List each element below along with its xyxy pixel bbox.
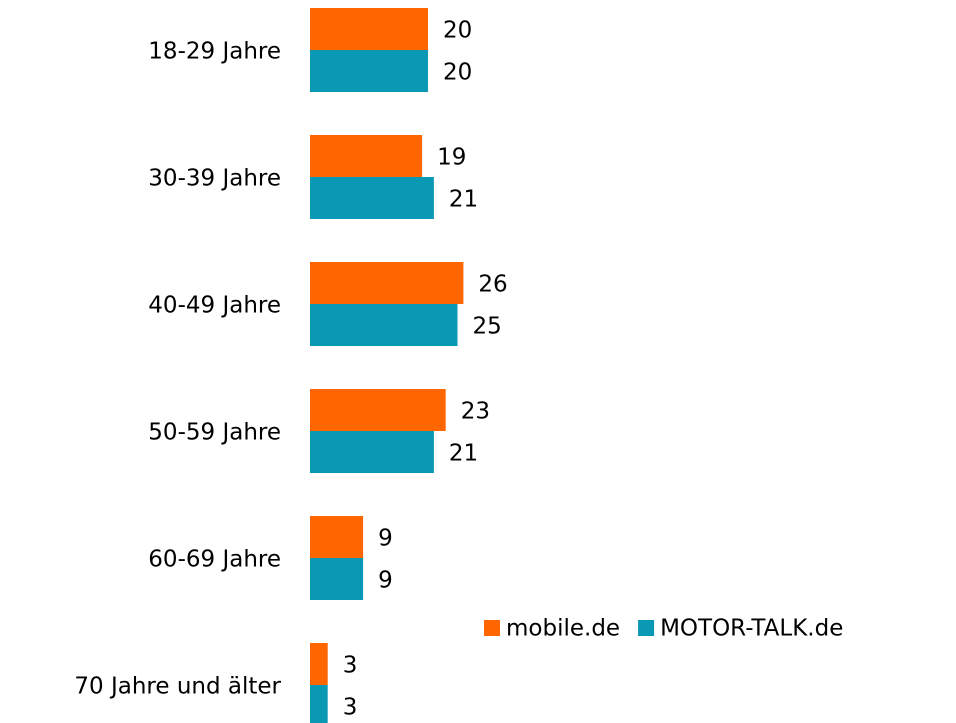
value-label: 3 — [343, 653, 358, 679]
bar — [310, 304, 458, 346]
category-label: 50-59 Jahre — [148, 420, 281, 446]
category-label: 70 Jahre und älter — [74, 674, 281, 700]
bar — [310, 558, 364, 600]
value-label: 20 — [443, 18, 472, 44]
legend-swatch — [484, 620, 500, 636]
legend-label: mobile.de — [506, 616, 620, 642]
value-label: 3 — [343, 695, 358, 721]
category-label: 18-29 Jahre — [148, 39, 281, 65]
bar — [310, 389, 446, 431]
bar — [310, 431, 434, 473]
value-label: 26 — [478, 272, 507, 298]
bar — [310, 685, 328, 723]
value-label: 19 — [437, 145, 466, 171]
category-label: 30-39 Jahre — [148, 166, 281, 192]
category-label: 60-69 Jahre — [148, 547, 281, 573]
bar — [310, 516, 364, 558]
bar — [310, 177, 434, 219]
bar — [310, 643, 328, 685]
value-label: 20 — [443, 60, 472, 86]
bar — [310, 135, 423, 177]
legend-label: MOTOR-TALK.de — [660, 616, 843, 642]
value-label: 21 — [449, 441, 478, 467]
value-label: 21 — [449, 187, 478, 213]
category-label: 40-49 Jahre — [148, 293, 281, 319]
bar — [310, 50, 428, 92]
value-label: 23 — [461, 399, 490, 425]
value-label: 9 — [378, 526, 393, 552]
value-label: 9 — [378, 568, 393, 594]
bar — [310, 8, 428, 50]
legend-swatch — [638, 620, 655, 636]
value-label: 25 — [473, 314, 502, 340]
bar — [310, 262, 464, 304]
